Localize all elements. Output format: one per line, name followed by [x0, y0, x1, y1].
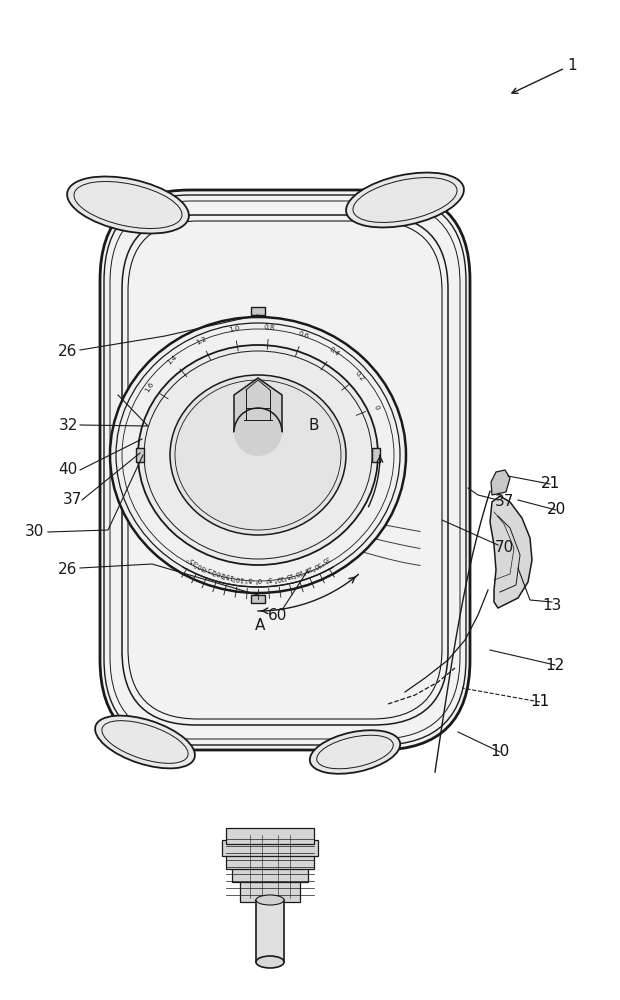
Polygon shape	[222, 840, 318, 856]
Polygon shape	[256, 900, 284, 962]
Text: 1.6: 1.6	[144, 381, 155, 394]
Text: -15°: -15°	[221, 571, 236, 580]
Text: -35°: -35°	[185, 554, 200, 566]
Polygon shape	[251, 595, 265, 603]
Polygon shape	[240, 878, 300, 902]
Text: 11: 11	[530, 694, 549, 710]
Text: 1.4: 1.4	[166, 354, 178, 366]
Polygon shape	[226, 828, 314, 844]
Text: 5°: 5°	[264, 575, 272, 582]
Text: 40: 40	[58, 462, 78, 478]
Text: -5°: -5°	[243, 575, 254, 582]
Text: 26: 26	[58, 562, 78, 578]
Text: 0.6: 0.6	[297, 331, 309, 340]
Text: -30°: -30°	[193, 559, 208, 571]
Text: 30: 30	[25, 524, 45, 540]
Ellipse shape	[138, 345, 378, 565]
Text: 37: 37	[63, 492, 82, 508]
Text: 25°: 25°	[299, 564, 313, 574]
Text: -10°: -10°	[231, 573, 246, 582]
Ellipse shape	[110, 317, 406, 593]
Ellipse shape	[310, 730, 400, 774]
Text: 1.0: 1.0	[228, 325, 240, 333]
Text: 0.8: 0.8	[264, 324, 275, 331]
Ellipse shape	[170, 375, 346, 535]
Text: 0.4: 0.4	[328, 346, 340, 358]
Text: -25°: -25°	[202, 564, 218, 575]
Ellipse shape	[346, 173, 464, 227]
Text: 13: 13	[542, 598, 562, 613]
Text: 70: 70	[494, 540, 513, 556]
Text: 21: 21	[541, 477, 560, 491]
Polygon shape	[490, 496, 532, 608]
Ellipse shape	[95, 716, 195, 768]
Polygon shape	[232, 865, 308, 882]
Text: 26: 26	[58, 344, 78, 360]
Text: 0: 0	[373, 404, 380, 410]
Text: 12: 12	[546, 658, 565, 672]
Text: 35°: 35°	[317, 555, 330, 566]
Text: 30°: 30°	[309, 560, 322, 570]
Ellipse shape	[234, 408, 282, 456]
Ellipse shape	[67, 176, 189, 234]
Polygon shape	[372, 448, 380, 462]
Text: 20: 20	[546, 502, 565, 518]
Polygon shape	[234, 378, 282, 432]
Ellipse shape	[256, 895, 284, 905]
Text: 1.2: 1.2	[195, 335, 207, 346]
Text: B: B	[309, 418, 319, 432]
Polygon shape	[136, 448, 144, 462]
Text: 15°: 15°	[281, 571, 294, 580]
Text: 10: 10	[490, 744, 510, 760]
Ellipse shape	[256, 956, 284, 968]
Text: 32: 32	[58, 418, 78, 432]
Text: A: A	[255, 617, 265, 633]
Text: 0°: 0°	[254, 576, 262, 582]
FancyBboxPatch shape	[100, 190, 470, 750]
Text: 37: 37	[495, 494, 515, 510]
Text: 20°: 20°	[290, 568, 303, 577]
Text: 0.2: 0.2	[353, 370, 365, 383]
Polygon shape	[251, 307, 265, 315]
Text: 1: 1	[567, 57, 577, 73]
Text: -20°: -20°	[211, 568, 227, 578]
Text: 60: 60	[268, 607, 288, 622]
Polygon shape	[491, 470, 510, 495]
Text: 10°: 10°	[272, 574, 284, 581]
Polygon shape	[226, 852, 314, 869]
